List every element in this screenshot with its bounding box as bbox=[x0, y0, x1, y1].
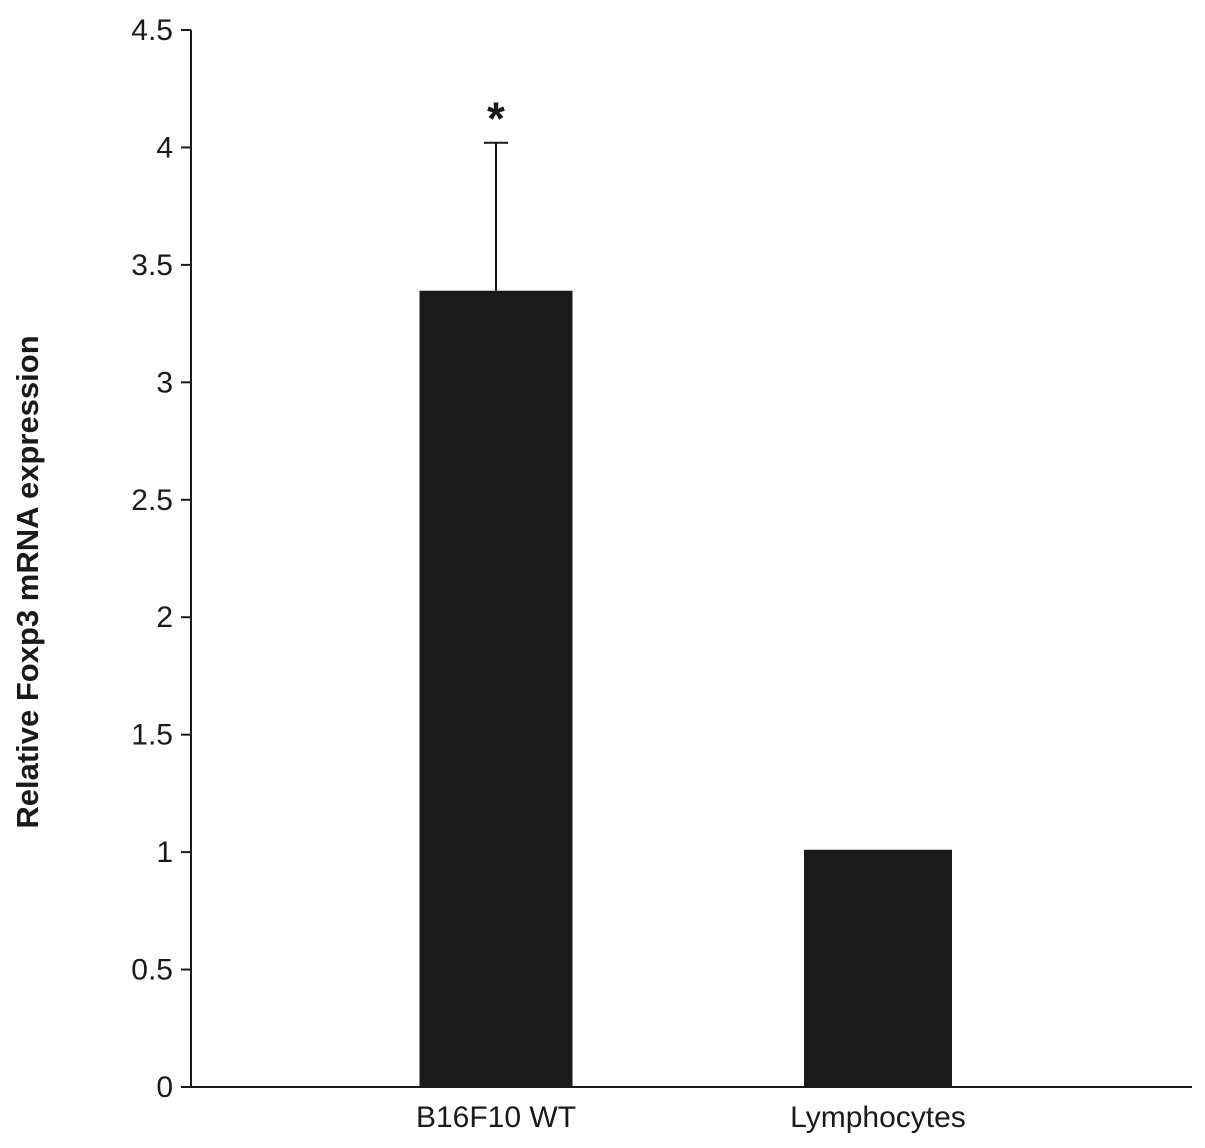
bars bbox=[419, 290, 952, 1087]
y-tick-label: 0 bbox=[156, 1071, 173, 1104]
error-bars bbox=[484, 141, 508, 291]
x-tick-label: Lymphocytes bbox=[790, 1101, 966, 1134]
bar-b16f10-wt bbox=[419, 290, 573, 1087]
significance-marker: * bbox=[487, 93, 505, 145]
y-axis-ticks: 0 0.5 1 1.5 2 2.5 3 3.5 4 4.5 bbox=[131, 14, 191, 1104]
y-tick-label: 2.5 bbox=[131, 484, 173, 517]
y-tick-label: 1 bbox=[156, 836, 173, 869]
bar-lymphocytes bbox=[804, 849, 952, 1087]
y-tick-label: 2 bbox=[156, 601, 173, 634]
y-tick-label: 1.5 bbox=[131, 719, 173, 752]
y-tick-label: 0.5 bbox=[131, 954, 173, 987]
annotations: * bbox=[487, 93, 505, 145]
y-tick-label: 4 bbox=[156, 131, 173, 164]
y-tick-label: 4.5 bbox=[131, 14, 173, 47]
y-axis-label: Relative Foxp3 mRNA expression bbox=[10, 335, 45, 828]
x-tick-label: B16F10 WT bbox=[416, 1101, 576, 1134]
x-axis-tick-labels: B16F10 WT Lymphocytes bbox=[416, 1101, 966, 1134]
y-tick-label: 3 bbox=[156, 366, 173, 399]
y-tick-label: 3.5 bbox=[131, 249, 173, 282]
